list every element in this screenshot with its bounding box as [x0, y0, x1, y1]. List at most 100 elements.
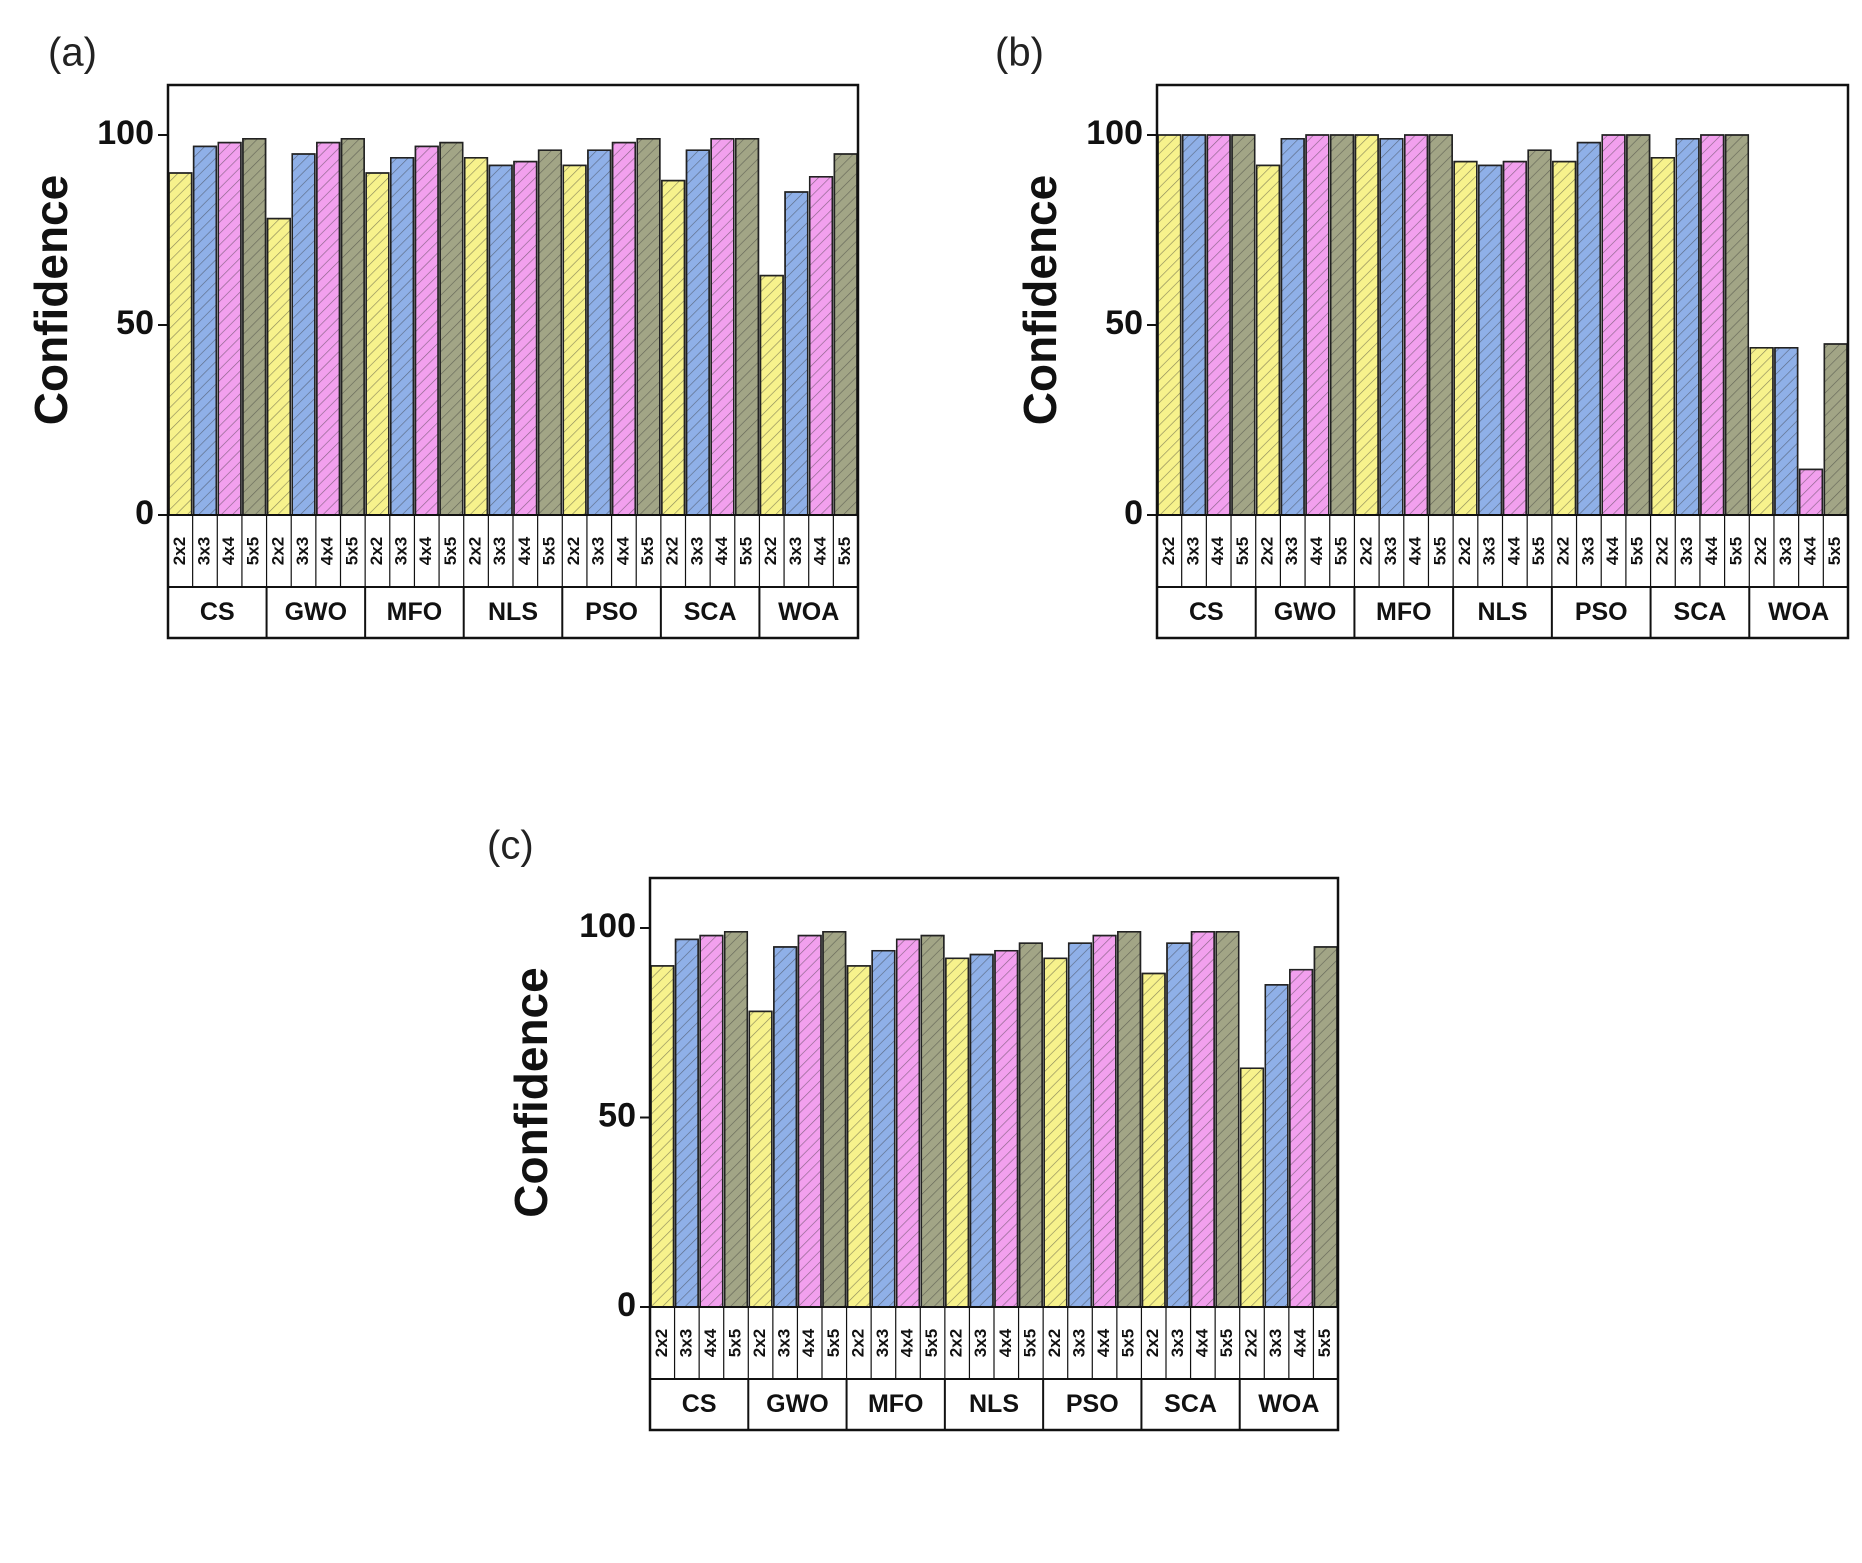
- bar-hatch: [562, 164, 587, 516]
- bar-hatch: [414, 145, 439, 516]
- bar-hatch: [1724, 134, 1750, 516]
- subcategory-label: 2x2: [367, 537, 386, 565]
- subcategory-label: 3x3: [775, 1329, 794, 1357]
- subcategory-label: 4x4: [1094, 1328, 1113, 1357]
- group-label: WOA: [1258, 1390, 1319, 1418]
- bar-hatch: [1239, 1067, 1265, 1308]
- bar-hatch: [723, 931, 749, 1308]
- subcategory-label: 2x2: [1258, 537, 1277, 565]
- subcategory-label: 3x3: [1266, 1329, 1285, 1357]
- bar-hatch: [1067, 942, 1093, 1308]
- subcategory-label: 4x4: [1208, 536, 1227, 565]
- subcategory-label: 4x4: [897, 1328, 916, 1357]
- subcategory-label: 3x3: [676, 1329, 695, 1357]
- bar-hatch: [661, 179, 686, 516]
- subcategory-label: 2x2: [1159, 537, 1178, 565]
- subcategory-label: 5x5: [725, 1329, 744, 1357]
- bar-hatch: [1700, 134, 1725, 516]
- bar-hatch: [1215, 931, 1240, 1308]
- bar-hatch: [1354, 134, 1379, 516]
- subcategory-label: 4x4: [996, 1328, 1015, 1357]
- bar-hatch: [1305, 134, 1330, 516]
- bar-hatch: [685, 149, 710, 516]
- bar-hatch: [439, 141, 464, 516]
- subcategory-label: 3x3: [589, 537, 608, 565]
- bar-hatch: [242, 138, 267, 516]
- group-label: CS: [682, 1390, 717, 1418]
- subcategory-label: 2x2: [1045, 1329, 1064, 1357]
- bar-hatch: [1601, 134, 1626, 516]
- group-label: SCA: [1164, 1390, 1217, 1418]
- subcategory-label: 4x4: [712, 536, 731, 565]
- subcategory-label: 5x5: [1726, 537, 1745, 565]
- bar-hatch: [1774, 347, 1799, 516]
- subcategory-label: 5x5: [539, 537, 558, 565]
- subcategory-label: 5x5: [342, 537, 361, 565]
- subcategory-label: 2x2: [1356, 537, 1375, 565]
- bar-hatch: [895, 938, 921, 1308]
- bar-hatch: [797, 934, 822, 1308]
- group-label: CS: [1189, 598, 1224, 626]
- bar-hatch: [833, 153, 858, 516]
- bar-hatch: [1289, 968, 1314, 1308]
- subcategory-label: 4x4: [318, 536, 337, 565]
- bar-hatch: [217, 141, 242, 516]
- subcategory-label: 2x2: [663, 537, 682, 565]
- bar-hatch: [513, 160, 538, 516]
- subcategory-label: 5x5: [1315, 1329, 1334, 1357]
- group-label: MFO: [1376, 598, 1432, 626]
- bar-hatch: [390, 157, 415, 516]
- subcategory-label: 2x2: [652, 1329, 671, 1357]
- y-tick-label: 0: [617, 1286, 636, 1324]
- subcategory-label: 5x5: [1332, 537, 1351, 565]
- bar-hatch: [266, 217, 291, 516]
- bar-hatch: [1206, 134, 1231, 516]
- chart-panel-a: (a) Confidence 0 50 100 2x2 3x3 4x4 5x5 2x2 3x3 4x4…: [25, 31, 860, 640]
- subcategory-label: 3x3: [1677, 537, 1696, 565]
- bar-hatch: [192, 145, 218, 516]
- bar-hatch: [1576, 141, 1601, 516]
- bar-hatch: [365, 172, 390, 516]
- bar-hatch: [945, 957, 970, 1308]
- subcategory-label: 5x5: [244, 537, 263, 565]
- subcategory-label: 4x4: [416, 536, 435, 565]
- group-label: WOA: [778, 598, 839, 626]
- bar-hatch: [920, 934, 945, 1308]
- bar-hatch: [537, 149, 563, 516]
- group-label: GWO: [766, 1390, 829, 1418]
- subcategory-label: 5x5: [1529, 537, 1548, 565]
- y-axis-label: Confidence: [25, 175, 77, 425]
- bar-hatch: [168, 172, 193, 516]
- subcategory-label: 4x4: [1504, 536, 1523, 565]
- subcategory-label: 3x3: [1168, 1329, 1187, 1357]
- panel-label: (a): [48, 31, 97, 75]
- y-axis-label: Confidence: [505, 967, 557, 1217]
- bar-hatch: [1255, 164, 1281, 516]
- subcategory-label: 2x2: [750, 1329, 769, 1357]
- subcategory-label: 5x5: [922, 1329, 941, 1357]
- bar-hatch: [1330, 134, 1355, 516]
- bar-hatch: [1552, 160, 1577, 516]
- subcategory-label: 2x2: [1455, 537, 1474, 565]
- y-tick-label: 100: [1086, 114, 1143, 152]
- y-tick-label: 50: [116, 304, 154, 342]
- bar-hatch: [735, 138, 760, 516]
- bar-hatch: [871, 949, 896, 1308]
- bar-hatch: [822, 931, 847, 1308]
- bar-hatch: [1749, 347, 1774, 516]
- y-tick-label: 50: [1105, 304, 1143, 342]
- bar-hatch: [1181, 134, 1207, 516]
- bar-hatch: [1092, 934, 1117, 1308]
- y-tick-label: 100: [97, 114, 154, 152]
- bar-hatch: [463, 157, 489, 516]
- subcategory-label: 5x5: [737, 537, 756, 565]
- bar-hatch: [710, 138, 735, 516]
- bar-hatch: [1626, 134, 1651, 516]
- subcategory-label: 5x5: [441, 537, 460, 565]
- subcategory-label: 4x4: [811, 536, 830, 565]
- subcategory-label: 5x5: [1825, 537, 1844, 565]
- subcategory-label: 2x2: [564, 537, 583, 565]
- subcategory-label: 4x4: [1291, 1328, 1310, 1357]
- subcategory-label: 4x4: [1406, 536, 1425, 565]
- subcategory-label: 4x4: [1192, 1328, 1211, 1357]
